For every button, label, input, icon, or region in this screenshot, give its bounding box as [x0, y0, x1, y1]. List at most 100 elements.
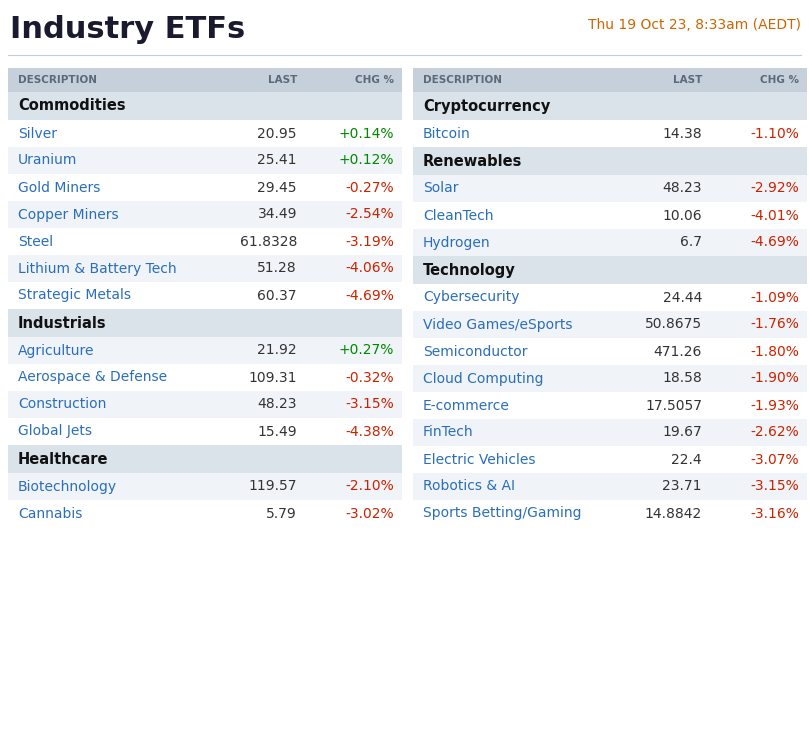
Text: Gold Miners: Gold Miners	[18, 180, 100, 194]
Text: 20.95: 20.95	[257, 127, 297, 141]
Text: 61.8328: 61.8328	[239, 235, 297, 249]
Text: -1.80%: -1.80%	[750, 344, 799, 358]
Text: 14.38: 14.38	[663, 127, 702, 141]
Text: -3.16%: -3.16%	[750, 506, 799, 520]
FancyBboxPatch shape	[413, 175, 807, 202]
Text: -4.69%: -4.69%	[345, 289, 394, 302]
Text: Aerospace & Defense: Aerospace & Defense	[18, 370, 167, 384]
Text: -1.93%: -1.93%	[750, 398, 799, 412]
Text: -0.32%: -0.32%	[345, 370, 394, 384]
FancyBboxPatch shape	[8, 174, 402, 201]
Text: Semiconductor: Semiconductor	[423, 344, 527, 358]
FancyBboxPatch shape	[413, 500, 807, 527]
FancyBboxPatch shape	[8, 255, 402, 282]
Text: LAST: LAST	[672, 75, 702, 85]
FancyBboxPatch shape	[8, 473, 402, 500]
Text: -1.10%: -1.10%	[750, 127, 799, 141]
Text: -2.92%: -2.92%	[750, 182, 799, 196]
Text: 60.37: 60.37	[257, 289, 297, 302]
Text: -4.38%: -4.38%	[345, 425, 394, 439]
Text: Electric Vehicles: Electric Vehicles	[423, 453, 536, 467]
Text: 29.45: 29.45	[257, 180, 297, 194]
Text: -3.15%: -3.15%	[345, 397, 394, 411]
Text: -4.01%: -4.01%	[750, 208, 799, 222]
Text: 25.41: 25.41	[257, 154, 297, 168]
Text: CHG %: CHG %	[760, 75, 799, 85]
FancyBboxPatch shape	[413, 120, 807, 147]
Text: 19.67: 19.67	[663, 425, 702, 439]
FancyBboxPatch shape	[413, 419, 807, 446]
Text: Hydrogen: Hydrogen	[423, 236, 490, 250]
Text: 48.23: 48.23	[257, 397, 297, 411]
FancyBboxPatch shape	[413, 473, 807, 500]
Text: Biotechnology: Biotechnology	[18, 479, 117, 494]
Text: Industrials: Industrials	[18, 316, 107, 330]
FancyBboxPatch shape	[413, 311, 807, 338]
Text: Copper Miners: Copper Miners	[18, 208, 119, 222]
Text: 15.49: 15.49	[257, 425, 297, 439]
Text: +0.27%: +0.27%	[339, 344, 394, 358]
Text: Cannabis: Cannabis	[18, 506, 83, 520]
Text: -2.54%: -2.54%	[345, 208, 394, 222]
FancyBboxPatch shape	[8, 337, 402, 364]
Text: 14.8842: 14.8842	[645, 506, 702, 520]
Text: Thu 19 Oct 23, 8:33am (AEDT): Thu 19 Oct 23, 8:33am (AEDT)	[588, 18, 801, 32]
Text: 23.71: 23.71	[663, 479, 702, 494]
Text: Cloud Computing: Cloud Computing	[423, 372, 544, 386]
FancyBboxPatch shape	[413, 202, 807, 229]
FancyBboxPatch shape	[8, 120, 402, 147]
FancyBboxPatch shape	[8, 418, 402, 445]
Text: +0.12%: +0.12%	[338, 154, 394, 168]
FancyBboxPatch shape	[413, 229, 807, 256]
Text: 471.26: 471.26	[654, 344, 702, 358]
Text: -3.02%: -3.02%	[345, 506, 394, 520]
FancyBboxPatch shape	[413, 365, 807, 392]
Text: Technology: Technology	[423, 263, 516, 277]
Text: 5.79: 5.79	[266, 506, 297, 520]
Text: 17.5057: 17.5057	[645, 398, 702, 412]
Text: Industry ETFs: Industry ETFs	[10, 15, 245, 44]
Text: CleanTech: CleanTech	[423, 208, 493, 222]
FancyBboxPatch shape	[8, 309, 402, 337]
Text: -3.19%: -3.19%	[345, 235, 394, 249]
Text: 22.4: 22.4	[671, 453, 702, 467]
Text: Cryptocurrency: Cryptocurrency	[423, 99, 550, 113]
Text: 18.58: 18.58	[663, 372, 702, 386]
FancyBboxPatch shape	[413, 284, 807, 311]
FancyBboxPatch shape	[8, 445, 402, 473]
FancyBboxPatch shape	[8, 92, 402, 120]
FancyBboxPatch shape	[8, 201, 402, 228]
Text: Commodities: Commodities	[18, 99, 125, 113]
Text: E-commerce: E-commerce	[423, 398, 510, 412]
Text: Healthcare: Healthcare	[18, 451, 108, 467]
FancyBboxPatch shape	[413, 392, 807, 419]
FancyBboxPatch shape	[413, 147, 807, 175]
Text: Robotics & AI: Robotics & AI	[423, 479, 515, 494]
Text: Sports Betting/Gaming: Sports Betting/Gaming	[423, 506, 582, 520]
Text: Global Jets: Global Jets	[18, 425, 92, 439]
Text: 119.57: 119.57	[248, 479, 297, 494]
Text: +0.14%: +0.14%	[338, 127, 394, 141]
FancyBboxPatch shape	[8, 228, 402, 255]
Text: -0.27%: -0.27%	[345, 180, 394, 194]
Text: 6.7: 6.7	[680, 236, 702, 250]
Text: Video Games/eSports: Video Games/eSports	[423, 317, 573, 331]
Text: -2.10%: -2.10%	[345, 479, 394, 494]
Text: 24.44: 24.44	[663, 291, 702, 305]
Text: -2.62%: -2.62%	[750, 425, 799, 439]
Text: DESCRIPTION: DESCRIPTION	[423, 75, 502, 85]
Text: CHG %: CHG %	[355, 75, 394, 85]
Text: 10.06: 10.06	[663, 208, 702, 222]
Text: 50.8675: 50.8675	[645, 317, 702, 331]
FancyBboxPatch shape	[413, 256, 807, 284]
Text: Silver: Silver	[18, 127, 57, 141]
Text: -4.06%: -4.06%	[345, 261, 394, 275]
FancyBboxPatch shape	[8, 147, 402, 174]
Text: 21.92: 21.92	[257, 344, 297, 358]
Text: -4.69%: -4.69%	[750, 236, 799, 250]
Text: FinTech: FinTech	[423, 425, 473, 439]
Text: Uranium: Uranium	[18, 154, 78, 168]
Text: 109.31: 109.31	[248, 370, 297, 384]
Text: Renewables: Renewables	[423, 154, 523, 169]
Text: Strategic Metals: Strategic Metals	[18, 289, 131, 302]
